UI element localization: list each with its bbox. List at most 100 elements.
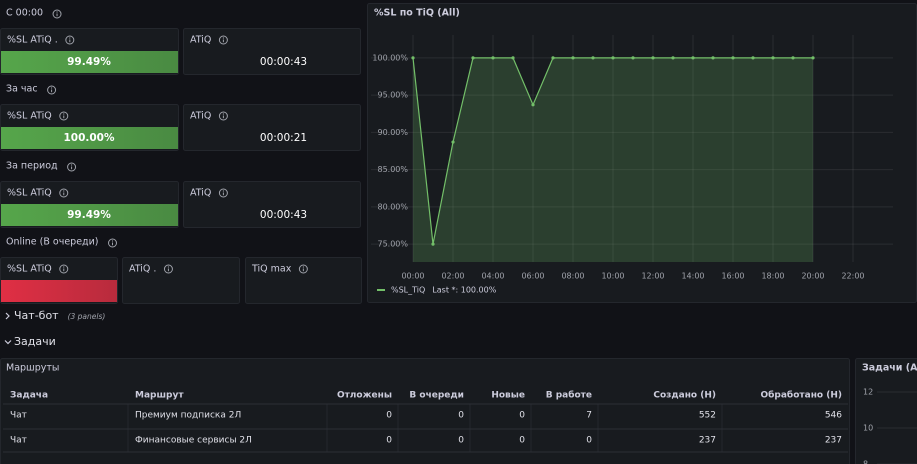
table-cell: 0 <box>458 411 464 421</box>
info-icon[interactable] <box>52 9 62 19</box>
section-title: За период <box>6 161 58 172</box>
section-title: Online (В очереди) <box>6 237 99 248</box>
chart-title: %SL по TiQ (All) <box>374 8 460 19</box>
info-icon[interactable] <box>218 111 228 121</box>
info-icon-dot <box>302 266 304 268</box>
table-cell: 237 <box>825 436 842 446</box>
stat-value: 00:00:21 <box>260 132 307 144</box>
table-cell: 552 <box>699 411 716 421</box>
info-icon-dot <box>63 266 65 268</box>
info-icon-dot <box>167 266 170 268</box>
side-panel-title: Задачи (All) <box>862 363 917 374</box>
table-cell: 546 <box>825 411 842 421</box>
panel-title: ATiQ . <box>129 264 156 275</box>
data-point <box>691 56 695 60</box>
x-tick-label: 02:00 <box>441 272 464 281</box>
stat-background <box>1 280 117 302</box>
stat-value: 99.49% <box>67 56 111 68</box>
panel-title: %SL ATiQ <box>7 264 52 275</box>
x-tick-label: 20:00 <box>801 272 824 281</box>
data-point <box>491 56 495 60</box>
x-tick-label: 06:00 <box>521 272 544 281</box>
section-title: С 00:00 <box>6 8 43 19</box>
info-icon-dot <box>222 113 224 115</box>
info-icon-dot <box>70 164 73 166</box>
area-fill <box>413 57 813 262</box>
column-header: Маршрут <box>135 391 184 401</box>
panel-title: %SL ATiQ . <box>7 35 58 46</box>
info-icon-dot <box>63 113 65 115</box>
data-point <box>771 56 775 60</box>
column-header: Отложены <box>337 391 392 401</box>
y-tick-label: 10 <box>863 424 873 433</box>
data-point <box>711 56 715 60</box>
info-icon-dot <box>111 240 114 242</box>
stat-background <box>1 127 178 149</box>
table-cell: Чат <box>10 436 27 446</box>
info-icon[interactable] <box>298 264 308 274</box>
x-tick-label: 16:00 <box>721 272 744 281</box>
info-icon[interactable] <box>59 111 69 121</box>
info-icon-dot <box>222 190 224 192</box>
row-title[interactable]: Чат-бот <box>14 309 59 322</box>
x-tick-label: 12:00 <box>641 272 664 281</box>
table-cell: 0 <box>386 411 392 421</box>
data-point <box>751 56 755 60</box>
info-icon[interactable] <box>65 35 75 45</box>
table-title: Маршруты <box>6 363 59 374</box>
info-icon[interactable] <box>59 188 69 198</box>
data-point <box>411 56 415 60</box>
data-point <box>631 56 635 60</box>
y-tick-label: 75.00% <box>377 240 408 249</box>
column-header: Задача <box>10 391 48 401</box>
row-chevron[interactable] <box>5 312 10 320</box>
info-icon-dot <box>50 87 53 89</box>
info-icon[interactable] <box>59 264 69 274</box>
table-cell: Финансовые сервисы 2Л <box>135 436 252 446</box>
stat-value: 00:00:43 <box>260 209 307 221</box>
panel-title: ATiQ <box>190 35 211 46</box>
table-cell: 7 <box>586 411 592 421</box>
table-cell: 0 <box>586 436 592 446</box>
table-cell: 0 <box>519 411 525 421</box>
data-point <box>651 56 655 60</box>
data-point <box>791 56 795 60</box>
legend-calc: Last *: 100.00% <box>432 286 496 295</box>
panel <box>245 257 362 304</box>
table-header-bg <box>3 384 848 404</box>
info-icon[interactable] <box>108 238 117 248</box>
row-title[interactable]: Задачи <box>14 335 56 348</box>
data-point <box>531 103 535 107</box>
x-tick-label: 10:00 <box>601 272 624 281</box>
legend-label[interactable]: %SL_TiQ <box>391 286 425 295</box>
info-icon[interactable] <box>218 35 228 45</box>
data-point <box>571 56 575 60</box>
info-icon[interactable] <box>67 162 77 172</box>
panel-title: ATiQ <box>190 111 211 122</box>
info-icon-dot <box>222 37 224 39</box>
x-tick-label: 22:00 <box>841 272 864 281</box>
column-header: В работе <box>546 390 592 401</box>
stat-value: 100.00% <box>63 132 115 144</box>
row-chevron[interactable] <box>4 340 12 345</box>
table-cell: Премиум подписка 2Л <box>135 411 241 421</box>
data-point <box>451 140 455 144</box>
info-icon-dot <box>63 190 65 192</box>
data-point <box>511 56 515 60</box>
table-cell: Чат <box>10 411 27 421</box>
x-tick-label: 00:00 <box>401 272 424 281</box>
panel <box>122 257 240 304</box>
info-icon[interactable] <box>47 85 57 95</box>
column-header: Создано (Н) <box>653 391 716 401</box>
y-tick-label: 85.00% <box>377 165 408 174</box>
info-icon[interactable] <box>218 188 228 198</box>
y-tick-label: 100.00% <box>372 53 408 62</box>
data-point <box>811 56 815 60</box>
y-tick-label: 95.00% <box>377 91 408 100</box>
y-tick-label: 8 <box>863 460 868 464</box>
data-point <box>471 56 475 60</box>
x-tick-label: 08:00 <box>561 272 584 281</box>
info-icon[interactable] <box>163 264 173 274</box>
panel <box>855 358 917 464</box>
